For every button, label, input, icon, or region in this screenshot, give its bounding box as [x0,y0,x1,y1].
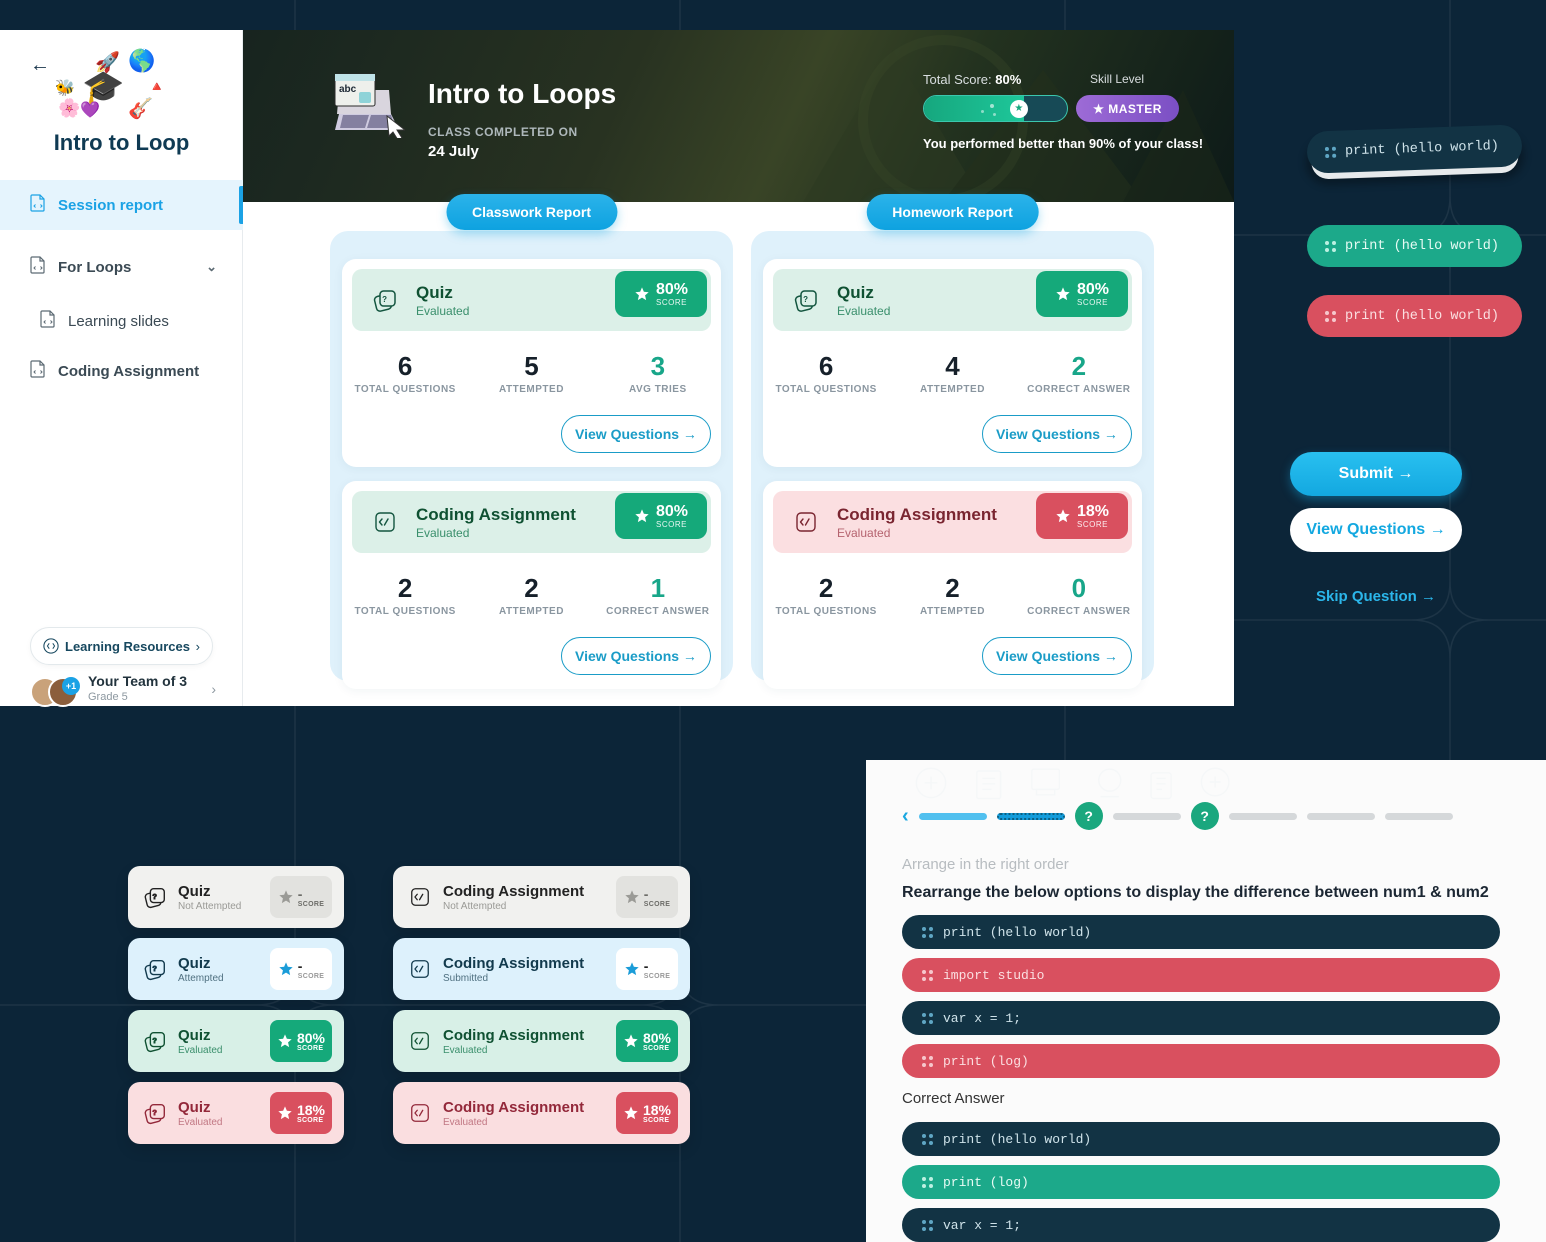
svg-text:?: ? [152,1036,157,1045]
svg-text:?: ? [803,295,808,304]
svg-text:abc: abc [339,84,357,95]
svg-text:?: ? [152,964,157,973]
svg-text:?: ? [152,892,157,901]
svg-text:?: ? [152,1108,157,1117]
svg-text:?: ? [382,295,387,304]
